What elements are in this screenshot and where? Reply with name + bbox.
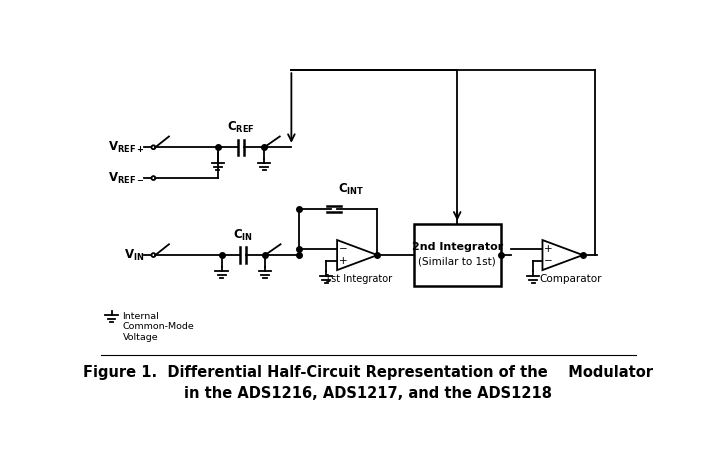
Text: Internal
Common-Mode
Voltage: Internal Common-Mode Voltage bbox=[122, 312, 194, 342]
Text: −: − bbox=[339, 244, 348, 254]
Text: 1st Integrator: 1st Integrator bbox=[325, 274, 393, 284]
Text: $\mathbf{C_{IN}}$: $\mathbf{C_{IN}}$ bbox=[234, 227, 253, 243]
Text: +: + bbox=[544, 244, 553, 254]
Text: −: − bbox=[544, 256, 553, 266]
Text: in the ADS1216, ADS1217, and the ADS1218: in the ADS1216, ADS1217, and the ADS1218 bbox=[184, 386, 552, 401]
Text: 2nd Integrator: 2nd Integrator bbox=[411, 243, 503, 252]
Text: Comparator: Comparator bbox=[539, 274, 602, 284]
Text: $\mathbf{V_{IN}}$: $\mathbf{V_{IN}}$ bbox=[124, 248, 144, 263]
Text: $\mathbf{V_{REF-}}$: $\mathbf{V_{REF-}}$ bbox=[108, 171, 144, 186]
Bar bbox=[414, 224, 500, 286]
Text: (Similar to 1st): (Similar to 1st) bbox=[418, 256, 496, 266]
Text: $\mathbf{C_{REF}}$: $\mathbf{C_{REF}}$ bbox=[227, 120, 255, 135]
Text: $\mathbf{V_{REF+}}$: $\mathbf{V_{REF+}}$ bbox=[108, 140, 144, 155]
Text: +: + bbox=[339, 256, 347, 266]
Text: $\mathbf{C_{INT}}$: $\mathbf{C_{INT}}$ bbox=[338, 181, 365, 196]
Text: Figure 1.  Differential Half-Circuit Representation of the    Modulator: Figure 1. Differential Half-Circuit Repr… bbox=[83, 365, 653, 380]
